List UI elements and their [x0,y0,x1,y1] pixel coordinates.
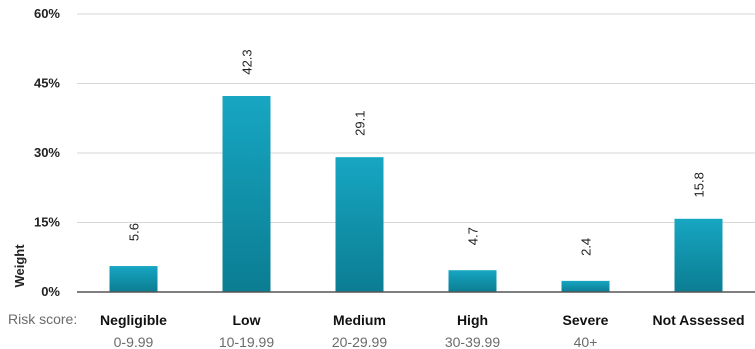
y-tick-label: 0% [41,284,60,299]
data-labels: 5.6 42.3 29.1 4.7 2.4 15.8 [127,49,707,256]
data-label: 42.3 [240,49,255,74]
y-axis-label: Weight [12,244,27,288]
bar [109,266,158,292]
bar [674,218,723,292]
bar [222,96,271,292]
gridlines [77,13,755,223]
bar [561,280,610,292]
y-axis-ticks: 0% 15% 30% 45% 60% [34,6,60,299]
category-label: Severe [563,312,609,328]
risk-score-range-label: 20-29.99 [332,334,387,349]
data-label: 2.4 [579,238,594,256]
risk-score-range-label: 40+ [574,334,598,349]
category-label: High [457,312,488,328]
y-tick-label: 60% [34,6,60,21]
bar [448,270,497,292]
risk-score-ranges: 0-9.99 10-19.99 20-29.99 30-39.99 40+ [114,334,598,349]
category-labels: Negligible Low Medium High Severe Not Assesse… [100,312,744,328]
risk-score-range-label: 10-19.99 [219,334,274,349]
category-label: Low [233,312,261,328]
category-label: Not Assessed [652,312,744,328]
risk-score-range-label: 30-39.99 [445,334,500,349]
data-label: 5.6 [127,223,142,241]
risk-score-row-label: Risk score: [8,311,77,327]
bar [335,157,384,292]
bars [109,96,723,292]
data-label: 4.7 [466,227,481,245]
y-tick-label: 30% [34,145,60,160]
category-label: Negligible [100,312,167,328]
data-label: 29.1 [353,111,368,136]
data-label: 15.8 [692,172,707,197]
y-tick-label: 15% [34,215,60,230]
y-tick-label: 45% [34,76,60,91]
category-label: Medium [333,312,386,328]
risk-score-range-label: 0-9.99 [114,334,154,349]
